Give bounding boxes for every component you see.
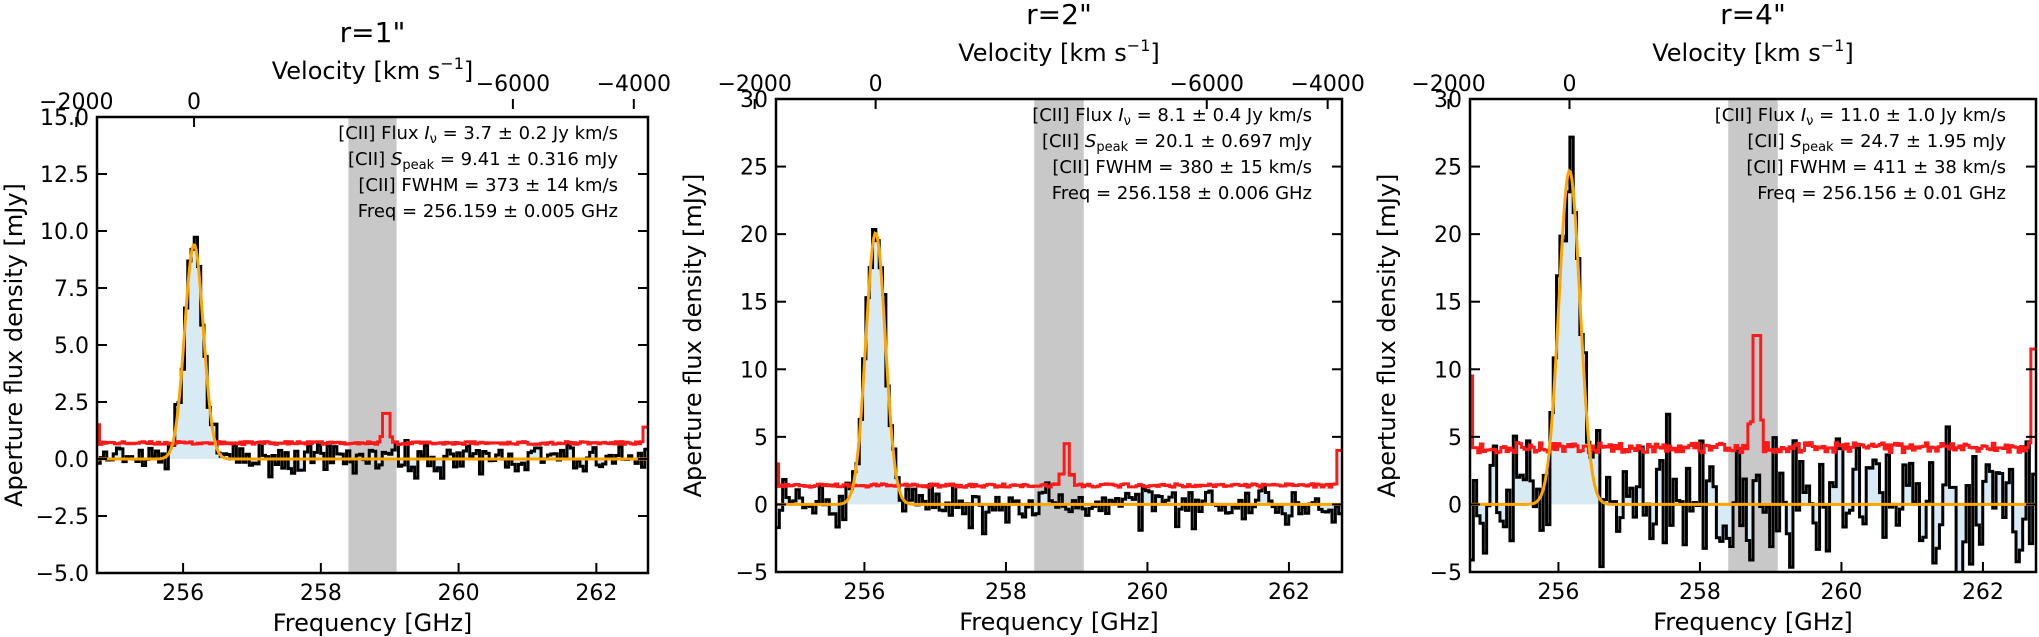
annotation-line: [CII] FWHM = 380 ± 15 km/s (1052, 157, 1312, 178)
y-tick-label: 0 (1448, 493, 1462, 518)
shaded-band (348, 117, 397, 573)
top-tick-label: −2000 (718, 72, 792, 97)
y-tick-label: 20 (1434, 223, 1462, 248)
spectrum-line (1470, 135, 2036, 572)
annotation-line: Freq = 256.158 ± 0.006 GHz (1052, 183, 1312, 204)
y-tick-label: 15.0 (40, 106, 89, 131)
top-tick-label: −6000 (476, 72, 550, 97)
top-tick-label: −4000 (1290, 72, 1364, 97)
y-tick-label: 7.5 (54, 277, 89, 302)
y-tick-label: 25 (1434, 156, 1462, 181)
x-tick-label: 262 (575, 581, 617, 606)
plot-area (776, 99, 1342, 572)
annotation-line: [CII] Flux Iν = 3.7 ± 0.2 Jy km/s (338, 123, 618, 147)
noise-line (97, 411, 648, 446)
x-tick-label: 260 (1820, 580, 1862, 605)
y-tick-label: 5 (754, 426, 768, 451)
y-tick-label: −5 (736, 561, 768, 586)
axes-frame (774, 97, 1344, 574)
y-tick-label: 20 (740, 223, 768, 248)
top-axis-label: Velocity [km s−1] (958, 36, 1160, 67)
x-axis-label: Frequency [GHz] (959, 608, 1159, 636)
top-tick-label: 0 (869, 72, 883, 97)
x-tick-label: 260 (1126, 580, 1168, 605)
chart-panel-1: 256 258 260 262 −5.0 −2.5 0.0 2.5 5.0 7.5 10.0 12.5… (0, 16, 650, 637)
top-tick-label: −2000 (1411, 72, 1485, 97)
x-tick-label: 258 (985, 580, 1027, 605)
x-tick-label: 262 (1962, 580, 2004, 605)
top-axis-label: Velocity [km s−1] (1652, 36, 1854, 67)
top-tick-label: 0 (1562, 72, 1576, 97)
y-tick-label: −5 (1430, 561, 1462, 586)
annotation-line: [CII] FWHM = 411 ± 38 km/s (1746, 157, 2006, 178)
top-axis-label: Velocity [km s−1] (272, 54, 474, 85)
y-tick-label: −5.0 (36, 562, 89, 587)
x-axis-label: Frequency [GHz] (273, 609, 473, 637)
x-tick-label: 258 (300, 581, 342, 606)
chart-title: r=4" (1720, 0, 1786, 31)
gaussian-fit-line (1470, 168, 2036, 506)
y-tick-label: 10.0 (40, 220, 89, 245)
annotation-line: [CII] Speak = 9.41 ± 0.316 mJy (348, 149, 618, 173)
annotation-line: [CII] Speak = 20.1 ± 0.697 mJy (1042, 131, 1312, 155)
chart-title: r=1" (340, 16, 406, 49)
chart-panel-3: 256258260262−50510152025300−2000−4000−60… (1170, 0, 2038, 636)
top-tick-label: −6000 (1170, 72, 1244, 97)
y-tick-label: 0.0 (54, 448, 89, 473)
y-tick-label: 25 (740, 156, 768, 181)
x-tick-label: 260 (438, 581, 480, 606)
x-tick-label: 256 (1537, 580, 1579, 605)
y-tick-label: −2.5 (36, 505, 89, 530)
y-tick-label: 2.5 (54, 391, 89, 416)
chart-title: r=2" (1026, 0, 1092, 31)
x-tick-label: 256 (843, 580, 885, 605)
noise-line (776, 442, 1342, 489)
x-tick-label: 256 (162, 581, 204, 606)
annotation-line: [CII] Flux Iν = 11.0 ± 1.0 Jy km/s (1715, 105, 2006, 129)
y-tick-label: 5.0 (54, 334, 89, 359)
plot-area (1470, 99, 2036, 572)
top-tick-label: −2000 (39, 90, 113, 115)
y-tick-label: 15 (1434, 291, 1462, 316)
annotation-line: [CII] FWHM = 373 ± 14 km/s (358, 175, 618, 196)
gaussian-fit-line (776, 231, 1342, 506)
x-axis-label: Frequency [GHz] (1653, 608, 1853, 636)
y-axis-label: Aperture flux density [mJy] (1373, 174, 1401, 498)
plot-area (97, 117, 648, 573)
chart-panel-2: 256258260262−50510152025300−2000−4000−60… (476, 0, 1344, 636)
y-tick-label: 0 (754, 493, 768, 518)
gaussian-fit-line (97, 243, 648, 461)
y-tick-label: 12.5 (40, 163, 89, 188)
annotation-line: [CII] Flux Iν = 8.1 ± 0.4 Jy km/s (1032, 105, 1312, 129)
y-tick-label: 10 (1434, 358, 1462, 383)
y-tick-label: 5 (1448, 426, 1462, 451)
y-tick-label: 15 (740, 291, 768, 316)
y-axis-label: Aperture flux density [mJy] (679, 174, 707, 498)
y-axis-label: Aperture flux density [mJy] (0, 183, 28, 507)
annotation-line: Freq = 256.159 ± 0.005 GHz (358, 201, 618, 222)
top-tick-label: 0 (187, 90, 201, 115)
top-tick-label: −4000 (597, 72, 671, 97)
x-tick-label: 262 (1268, 580, 1310, 605)
noise-line (1470, 334, 2036, 455)
axes-frame (1468, 97, 2038, 574)
y-tick-label: 10 (740, 358, 768, 383)
annotation-line: [CII] Speak = 24.7 ± 1.95 mJy (1747, 131, 2006, 155)
annotation-line: Freq = 256.156 ± 0.01 GHz (1757, 183, 2006, 204)
x-tick-label: 258 (1679, 580, 1721, 605)
